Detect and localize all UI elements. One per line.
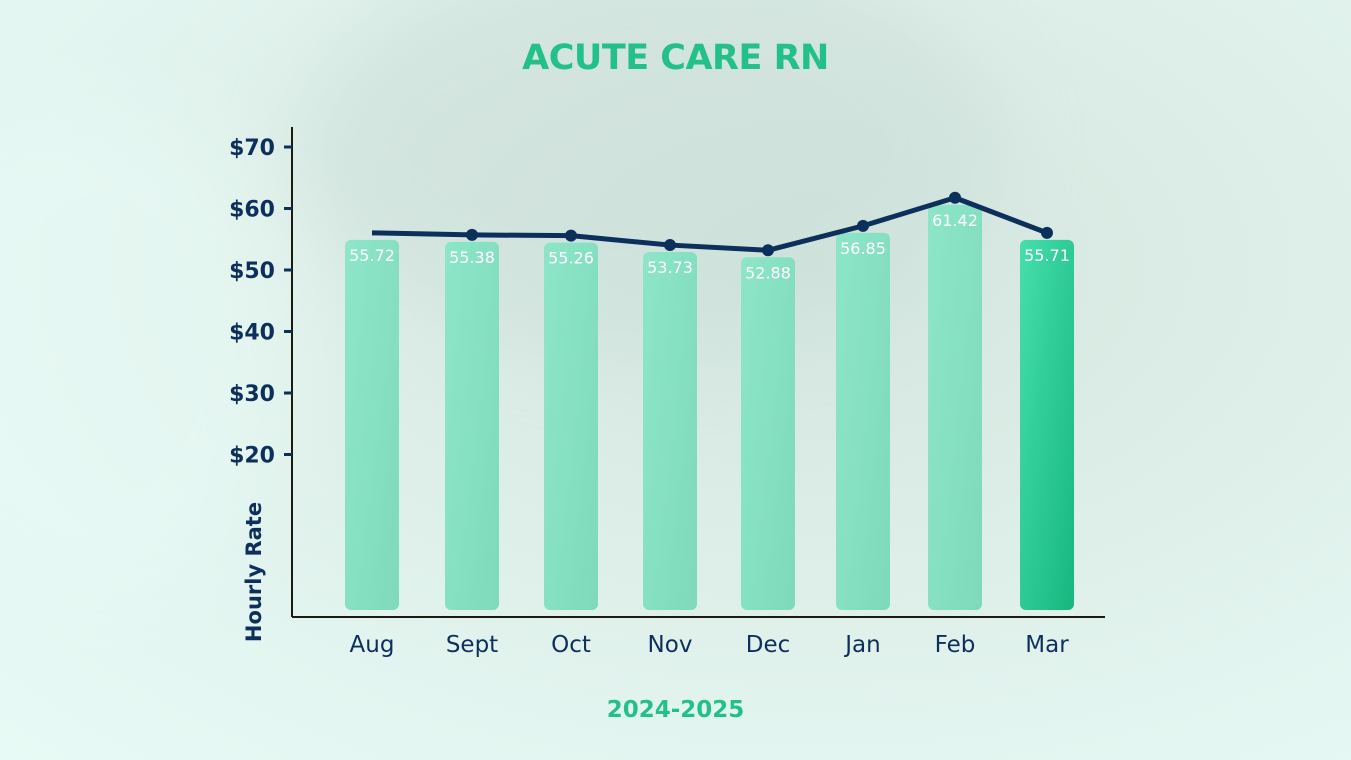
trend-point [466,228,478,241]
trend-point [1041,226,1053,239]
trend-line [371,195,1048,253]
trend-point [664,239,676,252]
trend-point [857,219,869,232]
chart-title: ACUTE CARE RN [522,38,829,78]
y-tick-label: $40 [229,321,275,346]
y-axis-title: Hourly Rate [242,502,266,642]
data-label: 55.71 [1024,246,1070,265]
bar-sept [445,241,499,610]
y-tick-label: $50 [229,259,275,284]
trend-point [565,229,577,242]
x-tick-label: Jan [843,632,880,658]
data-label: 53.73 [647,258,693,277]
bar-aug [345,239,399,610]
bar-oct [544,242,598,610]
y-tick-label: $30 [229,382,275,407]
bar-mar [1020,239,1074,611]
x-tick-label: Feb [935,632,976,658]
bar-jan [836,232,890,610]
x-tick-label: Aug [350,632,395,658]
bar-nov [643,252,697,611]
data-label: 61.42 [932,211,978,230]
trend-point [762,244,774,257]
y-tick-label: $60 [229,198,275,223]
x-tick-label: Sept [446,632,498,658]
x-axis-title: 2024-2025 [606,697,745,723]
x-tick-label: Nov [648,632,693,658]
x-tick-label: Dec [746,632,791,658]
x-tick-label: Oct [551,632,591,658]
y-tick-label: $70 [229,136,275,161]
trend-point [949,191,961,204]
y-tick-label: $20 [229,444,275,469]
data-label: 52.88 [745,263,791,282]
data-label: 55.38 [449,248,495,267]
data-label: 55.72 [349,246,395,265]
bar-dec [741,257,795,610]
x-tick-label: Mar [1025,632,1069,658]
bar-feb [928,204,982,610]
data-label: 55.26 [548,249,594,268]
data-label: 56.85 [840,239,886,258]
